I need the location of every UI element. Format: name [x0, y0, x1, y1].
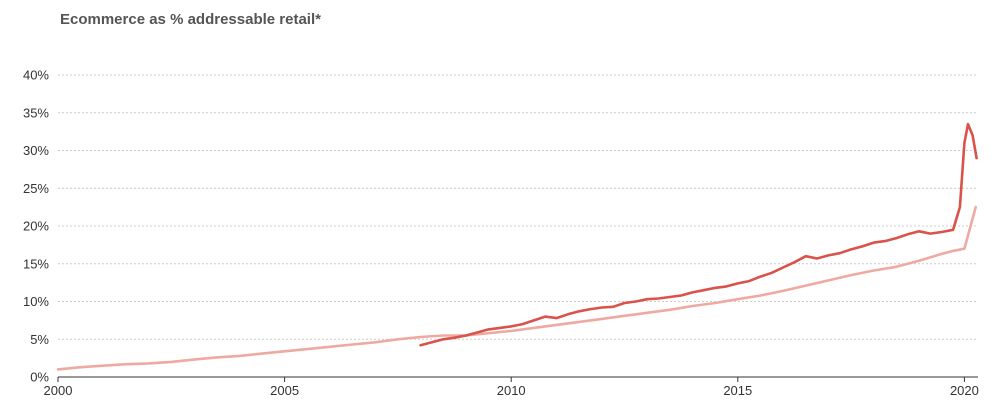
chart-title: Ecommerce as % addressable retail* [60, 11, 321, 28]
x-tick-label: 2005 [270, 383, 299, 398]
y-tick-label: 35% [23, 105, 49, 120]
y-tick-label: 40% [23, 68, 49, 83]
gridlines [58, 74, 978, 340]
y-tick-label: 0% [30, 370, 49, 385]
series-line-1 [419, 122, 978, 347]
x-tick-label: 2010 [497, 383, 526, 398]
x-tick-label: 2000 [44, 383, 73, 398]
y-tick-label: 25% [23, 181, 49, 196]
series-line-0 [56, 205, 977, 371]
series-lines [56, 122, 978, 371]
axes: 0% 5% 10% 15% 20% 25% 30% 35% 40% 2000 2005 2010 201… [23, 68, 979, 399]
y-tick-label: 5% [30, 332, 49, 347]
y-tick-label: 15% [23, 256, 49, 271]
x-tick-label: 2020 [950, 383, 979, 398]
y-tick-label: 20% [23, 219, 49, 234]
x-tick-label: 2015 [723, 383, 752, 398]
y-tick-label: 10% [23, 294, 49, 309]
y-tick-label: 30% [23, 143, 49, 158]
